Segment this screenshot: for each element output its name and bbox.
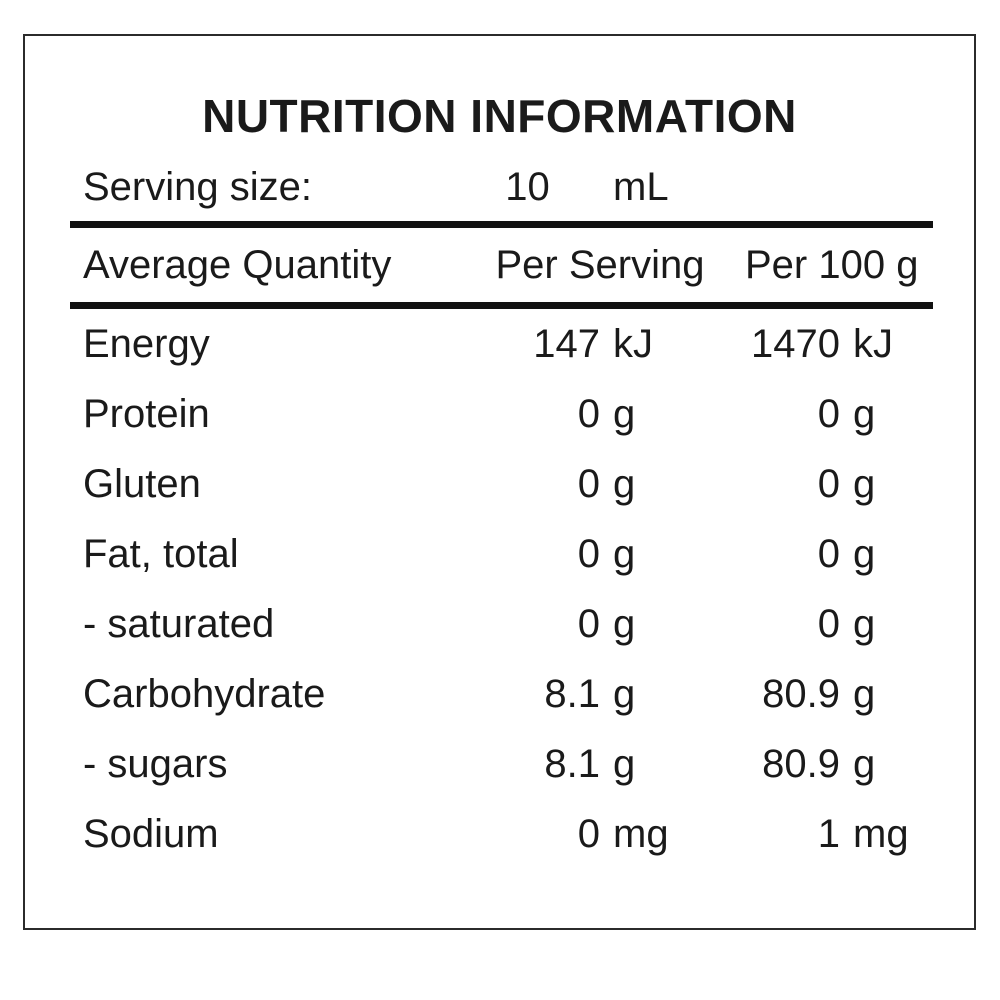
per-100g-unit: kJ — [853, 322, 893, 366]
nutrient-name: Protein — [83, 392, 210, 436]
per-serving-value: 0 — [577, 392, 600, 436]
per-100g-value: 0 — [817, 532, 840, 576]
serving-size-row: Serving size: 10 mL — [25, 153, 974, 221]
per-100g-value: 80.9 — [762, 672, 840, 716]
page-title: NUTRITION INFORMATION — [202, 90, 797, 142]
per-100g-value: 0 — [817, 392, 840, 436]
nutrient-name: Gluten — [83, 462, 201, 506]
serving-size-value: 10 — [505, 165, 550, 209]
column-header-row: Average Quantity Per Serving Per 100 g — [25, 228, 974, 302]
nutrient-name: Sodium — [83, 812, 219, 856]
per-100g-value: 1 — [817, 812, 840, 856]
per-100g-unit: g — [853, 602, 876, 646]
nutrient-name: Fat, total — [83, 532, 239, 576]
per-100g-value: 0 — [817, 462, 840, 506]
nutrient-row-energy: Energy 147 kJ 1470 kJ — [25, 309, 974, 379]
nutrient-row-carbohydrate: Carbohydrate 8.1 g 80.9 g — [25, 659, 974, 729]
per-serving-value: 0 — [577, 602, 600, 646]
nutrient-row-protein: Protein 0 g 0 g — [25, 379, 974, 449]
serving-size-unit: mL — [613, 165, 669, 209]
per-serving-value: 0 — [577, 462, 600, 506]
per-serving-unit: g — [613, 462, 636, 506]
per-serving-value: 8.1 — [544, 742, 600, 786]
nutrition-label-box: NUTRITION INFORMATION Serving size: 10 m… — [23, 34, 976, 930]
serving-size-label: Serving size: — [83, 165, 312, 209]
per-100g-unit: g — [853, 532, 876, 576]
nutrient-row-gluten: Gluten 0 g 0 g — [25, 449, 974, 519]
per-100g-unit: g — [853, 462, 876, 506]
nutrient-name: Carbohydrate — [83, 672, 326, 716]
per-100g-value: 1470 — [751, 322, 840, 366]
per-serving-unit: g — [613, 672, 636, 716]
nutrient-row-saturated: - saturated 0 g 0 g — [25, 589, 974, 659]
nutrient-row-fat-total: Fat, total 0 g 0 g — [25, 519, 974, 589]
per-100g-value: 80.9 — [762, 742, 840, 786]
per-100g-unit: mg — [853, 812, 909, 856]
per-serving-value: 147 — [533, 322, 600, 366]
per-serving-unit: g — [613, 532, 636, 576]
per-serving-value: 0 — [577, 812, 600, 856]
nutrient-row-sugars: - sugars 8.1 g 80.9 g — [25, 729, 974, 799]
nutrient-name: Energy — [83, 322, 210, 366]
nutrient-name: - sugars — [83, 742, 228, 786]
header-per-serving: Per Serving — [495, 243, 705, 287]
per-100g-unit: g — [853, 672, 876, 716]
separator-rule-top — [70, 221, 933, 228]
per-serving-value: 8.1 — [544, 672, 600, 716]
nutrient-row-sodium: Sodium 0 mg 1 mg — [25, 799, 974, 869]
per-serving-unit: g — [613, 742, 636, 786]
per-serving-unit: kJ — [613, 322, 653, 366]
per-serving-value: 0 — [577, 532, 600, 576]
header-average-quantity: Average Quantity — [83, 243, 392, 287]
per-100g-unit: g — [853, 742, 876, 786]
separator-rule-header — [70, 302, 933, 309]
per-100g-value: 0 — [817, 602, 840, 646]
header-per-100g: Per 100 g — [745, 243, 919, 287]
per-serving-unit: mg — [613, 812, 669, 856]
per-serving-unit: g — [613, 602, 636, 646]
per-100g-unit: g — [853, 392, 876, 436]
label-title-wrap: NUTRITION INFORMATION — [25, 36, 974, 153]
per-serving-unit: g — [613, 392, 636, 436]
nutrient-name: - saturated — [83, 602, 275, 646]
